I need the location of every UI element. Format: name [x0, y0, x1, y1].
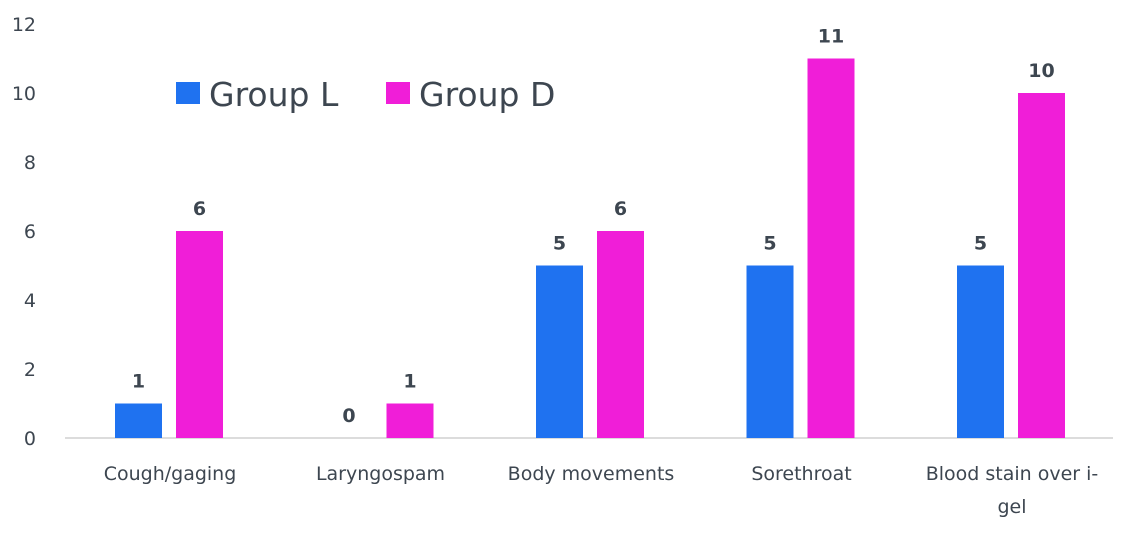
data-label: 6 — [614, 198, 627, 220]
data-label: 5 — [553, 233, 566, 255]
data-label: 5 — [763, 233, 776, 255]
x-tick-label: Cough/gaging — [104, 463, 237, 485]
data-label: 5 — [974, 233, 987, 255]
legend-label: Group D — [419, 75, 555, 114]
x-tick-label: Blood stain over i- — [926, 463, 1099, 485]
y-tick-label: 2 — [24, 359, 36, 381]
data-label: 6 — [193, 198, 206, 220]
data-label: 1 — [403, 371, 416, 393]
y-tick-label: 8 — [24, 152, 36, 174]
legend-swatch — [176, 82, 200, 104]
legend-swatch — [386, 82, 410, 104]
bar-group-d — [176, 231, 223, 438]
y-tick-label: 4 — [24, 290, 36, 312]
x-tick-label: Body movements — [508, 463, 675, 485]
bar-group-d — [386, 403, 434, 438]
data-label: 11 — [818, 26, 844, 48]
x-tick-label: Sorethroat — [751, 463, 851, 485]
x-tick-label: Laryngospam — [316, 463, 445, 485]
bar-group-l — [957, 265, 1004, 438]
y-tick-label: 12 — [12, 14, 36, 36]
y-tick-label: 0 — [24, 428, 36, 450]
bar-group-d — [597, 231, 644, 438]
bar-group-l — [746, 265, 794, 438]
bar-group-l — [536, 265, 583, 438]
y-tick-label: 6 — [24, 221, 36, 243]
data-label: 1 — [132, 371, 145, 393]
data-label: 10 — [1028, 60, 1054, 82]
bar-group-d — [807, 58, 855, 438]
bar-group-l — [115, 403, 162, 438]
x-tick-label: gel — [997, 496, 1026, 518]
y-tick-label: 10 — [12, 83, 36, 105]
data-label: 0 — [342, 405, 355, 427]
legend-label: Group L — [209, 75, 339, 114]
bar-group-d — [1018, 93, 1065, 438]
